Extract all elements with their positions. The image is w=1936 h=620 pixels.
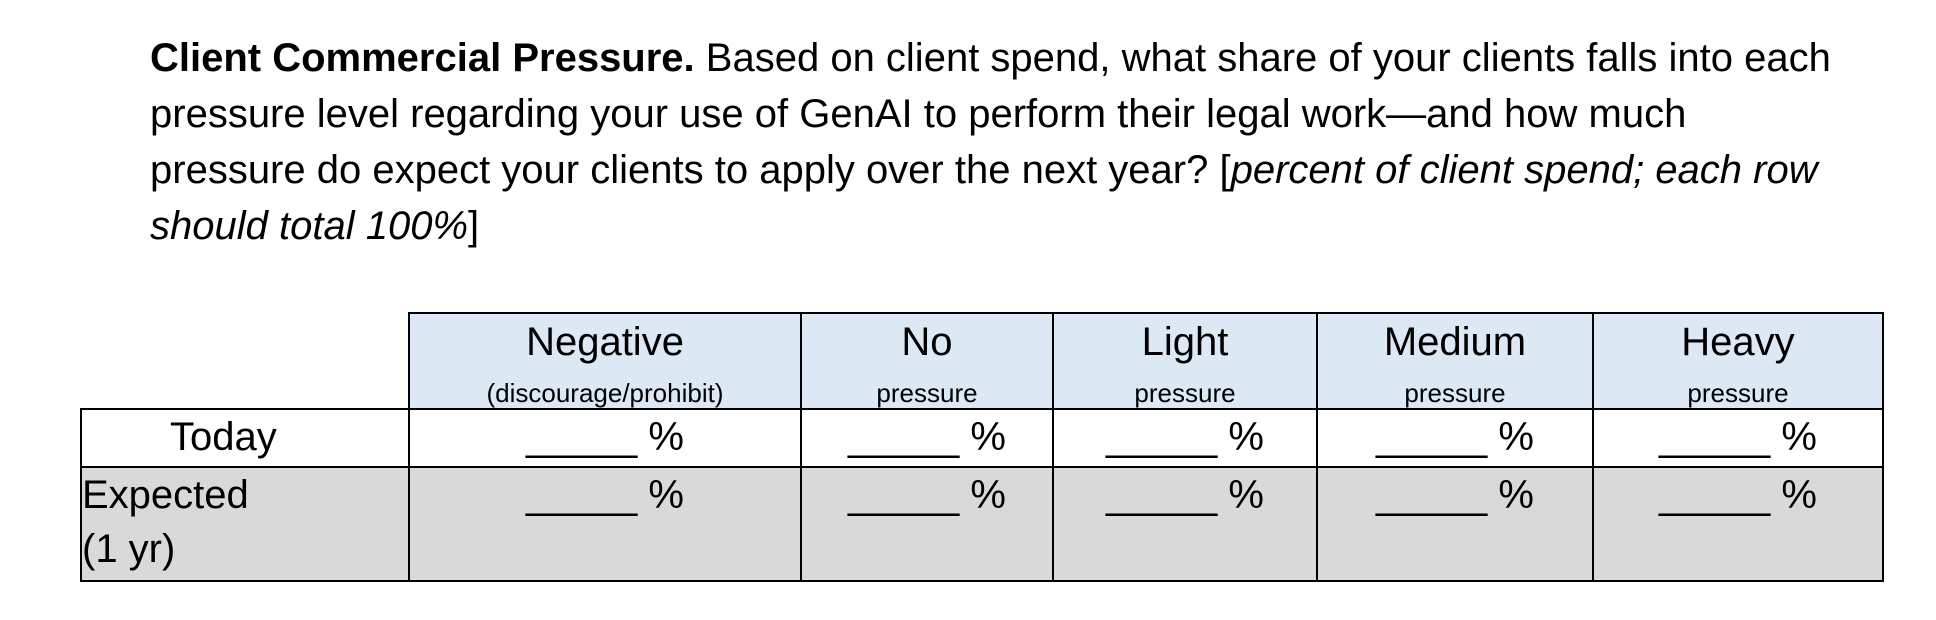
percent-input-expected-no[interactable]: _____ % bbox=[800, 466, 1054, 582]
column-header-light: Light pressure bbox=[1052, 312, 1318, 410]
column-subtitle: pressure bbox=[1687, 378, 1789, 408]
column-subtitle: pressure bbox=[1134, 378, 1236, 408]
percent-input-today-heavy[interactable]: _____ % bbox=[1592, 408, 1884, 468]
row-label-expected: Expected (1 yr) bbox=[80, 466, 410, 582]
percent-input-today-negative[interactable]: _____ % bbox=[408, 408, 802, 468]
row-label: Expected bbox=[82, 473, 249, 517]
percent-input-expected-medium[interactable]: _____ % bbox=[1316, 466, 1594, 582]
row-label: Today bbox=[170, 415, 277, 459]
table-header-row: Negative (discourage/prohibit) No pressu… bbox=[81, 312, 1884, 410]
question-close-bracket: ] bbox=[468, 204, 480, 248]
column-header-no: No pressure bbox=[800, 312, 1054, 410]
question-text: Based on client spend, what share of you… bbox=[150, 36, 1831, 192]
table-row-today: Today _____ % _____ % _____ % _____ % __… bbox=[80, 408, 1884, 468]
column-subtitle: (discourage/prohibit) bbox=[486, 378, 724, 408]
percent-input-expected-negative[interactable]: _____ % bbox=[408, 466, 802, 582]
column-title: Negative bbox=[526, 320, 684, 364]
column-header-medium: Medium pressure bbox=[1316, 312, 1594, 410]
row-label-secondary: (1 yr) bbox=[82, 527, 176, 571]
table-corner bbox=[81, 313, 409, 410]
column-title: Light bbox=[1141, 320, 1229, 364]
percent-input-today-light[interactable]: _____ % bbox=[1052, 408, 1318, 468]
question-instruction: percent of client spend; each row should… bbox=[150, 148, 1818, 248]
column-subtitle: pressure bbox=[876, 378, 978, 408]
row-label-today: Today bbox=[80, 408, 410, 468]
table-row-expected: Expected (1 yr) _____ % _____ % _____ % … bbox=[80, 466, 1884, 582]
percent-input-expected-heavy[interactable]: _____ % bbox=[1592, 466, 1884, 582]
percent-input-today-medium[interactable]: _____ % bbox=[1316, 408, 1594, 468]
column-header-heavy: Heavy pressure bbox=[1592, 312, 1884, 410]
percent-input-today-no[interactable]: _____ % bbox=[800, 408, 1054, 468]
percent-input-expected-light[interactable]: _____ % bbox=[1052, 466, 1318, 582]
column-title: Heavy bbox=[1681, 320, 1795, 364]
column-subtitle: pressure bbox=[1404, 378, 1506, 408]
question-paragraph: Client Commercial Pressure. Based on cli… bbox=[150, 30, 1850, 254]
pressure-table: Negative (discourage/prohibit) No pressu… bbox=[80, 312, 1884, 582]
column-header-negative: Negative (discourage/prohibit) bbox=[408, 312, 802, 410]
column-title: Medium bbox=[1383, 320, 1527, 364]
column-title: No bbox=[901, 320, 953, 364]
question-title: Client Commercial Pressure. bbox=[150, 36, 695, 80]
